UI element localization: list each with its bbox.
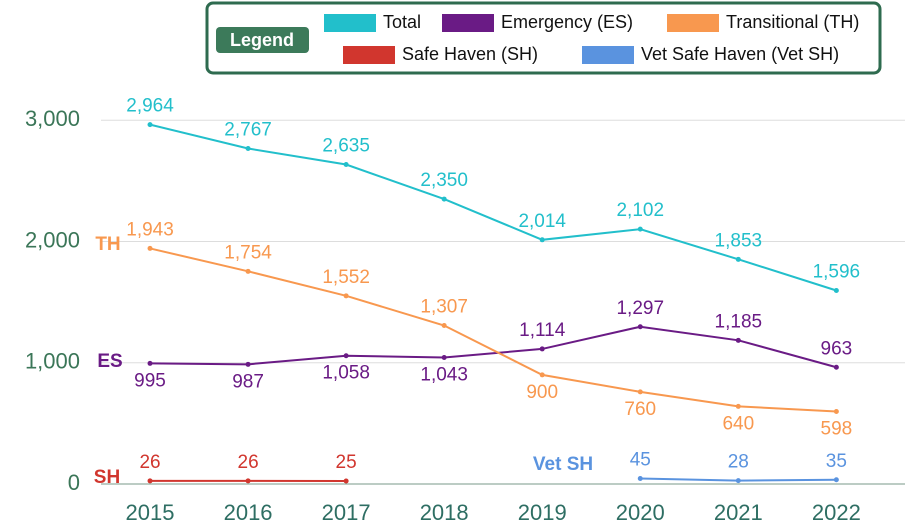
data-point — [833, 477, 839, 483]
x-tick-label: 2019 — [518, 500, 567, 525]
legend-swatch — [442, 14, 494, 32]
data-point — [147, 478, 153, 484]
data-point — [147, 122, 153, 128]
data-point — [539, 346, 545, 352]
data-label: 995 — [134, 370, 166, 391]
y-tick-label: 3,000 — [25, 106, 80, 131]
data-point — [735, 403, 741, 409]
data-point — [637, 226, 643, 232]
data-label: 760 — [624, 399, 656, 420]
legend-label: Vet Safe Haven (Vet SH) — [641, 44, 839, 64]
data-point — [245, 478, 251, 484]
legend-label: Emergency (ES) — [501, 12, 633, 32]
legend-swatch — [667, 14, 719, 32]
x-tick-label: 2015 — [126, 500, 175, 525]
data-point — [245, 361, 251, 367]
data-point — [735, 256, 741, 262]
data-label: 1,307 — [420, 297, 468, 318]
legend-swatch — [582, 46, 634, 64]
series-annotation: ES — [97, 351, 122, 372]
data-point — [735, 478, 741, 484]
data-label: 2,014 — [518, 211, 566, 232]
data-label: 2,350 — [420, 170, 468, 191]
data-label: 1,853 — [715, 230, 763, 251]
data-point — [343, 162, 349, 168]
legend-title: Legend — [230, 30, 294, 50]
data-point — [441, 196, 447, 202]
legend-label: Transitional (TH) — [726, 12, 859, 32]
data-point — [637, 476, 643, 482]
data-label: 2,767 — [224, 120, 272, 141]
data-point — [343, 293, 349, 299]
series-annotation: Vet SH — [533, 454, 593, 475]
legend-badge — [216, 27, 309, 53]
legend-swatch — [343, 46, 395, 64]
data-point — [147, 245, 153, 251]
data-point — [833, 364, 839, 370]
data-point — [637, 389, 643, 395]
data-label: 1,185 — [715, 311, 763, 332]
y-tick-label: 2,000 — [25, 227, 80, 252]
data-label: 963 — [821, 338, 853, 359]
data-point — [343, 478, 349, 484]
data-label: 26 — [139, 452, 160, 473]
data-label: 2,635 — [322, 136, 370, 157]
data-label: 2,102 — [616, 200, 664, 221]
legend-label: Total — [383, 12, 421, 32]
x-tick-label: 2022 — [812, 500, 861, 525]
x-tick-label: 2017 — [322, 500, 371, 525]
data-point — [147, 360, 153, 366]
data-label: 28 — [728, 452, 749, 473]
data-label: 1,043 — [420, 365, 468, 386]
data-label: 1,943 — [126, 219, 174, 240]
data-label: 1,297 — [616, 298, 664, 319]
data-label: 1,058 — [322, 363, 370, 384]
data-point — [441, 323, 447, 329]
data-label: 900 — [526, 382, 558, 403]
data-point — [539, 237, 545, 243]
data-label: 1,114 — [519, 320, 566, 341]
data-label: 2,964 — [126, 96, 174, 117]
data-label: 45 — [630, 450, 651, 471]
series-line — [149, 247, 837, 413]
data-point — [441, 355, 447, 361]
data-label: 987 — [232, 371, 264, 392]
data-label: 35 — [826, 451, 847, 472]
x-tick-label: 2016 — [224, 500, 273, 525]
data-label: 640 — [722, 413, 754, 434]
x-tick-label: 2020 — [616, 500, 665, 525]
data-point — [245, 268, 251, 274]
data-label: 598 — [821, 419, 853, 440]
legend-swatch — [324, 14, 376, 32]
data-label: 25 — [336, 452, 357, 473]
y-tick-label: 1,000 — [25, 349, 80, 374]
data-label: 1,754 — [224, 242, 272, 263]
x-tick-label: 2021 — [714, 500, 763, 525]
series-annotation: TH — [95, 234, 120, 255]
series-line — [150, 325, 837, 369]
data-point — [637, 324, 643, 330]
y-tick-label: 0 — [68, 470, 80, 495]
series-line — [149, 123, 837, 292]
data-label: 1,552 — [322, 267, 370, 288]
data-point — [539, 372, 545, 378]
legend-label: Safe Haven (SH) — [402, 44, 538, 64]
x-tick-label: 2018 — [420, 500, 469, 525]
data-point — [343, 353, 349, 359]
data-point — [833, 408, 839, 414]
data-point — [245, 146, 251, 152]
data-point — [833, 287, 839, 293]
data-label: 1,596 — [813, 262, 861, 283]
series-annotation: SH — [94, 467, 120, 488]
data-point — [735, 337, 741, 343]
data-label: 26 — [238, 452, 259, 473]
